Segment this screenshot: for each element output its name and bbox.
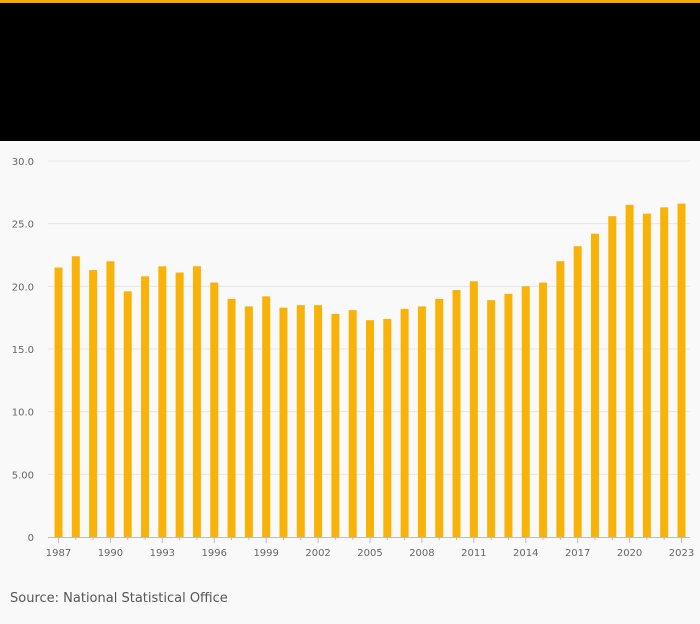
x-tick-label: 2002 — [305, 548, 330, 559]
x-tick-label: 2023 — [669, 548, 694, 559]
y-tick-label: 30.0 — [12, 157, 34, 168]
bar-1999 — [262, 296, 271, 537]
bar-1988 — [71, 256, 80, 537]
bar-2014 — [521, 286, 530, 537]
x-tick-label: 2005 — [357, 548, 382, 559]
bar-2001 — [296, 305, 305, 537]
x-tick-label: 2008 — [409, 548, 434, 559]
bar-2020 — [625, 204, 634, 537]
bar-2002 — [314, 305, 323, 537]
x-tick-label: 2017 — [565, 548, 590, 559]
source-note: Source: National Statistical Office — [10, 591, 228, 606]
y-tick-label: 5.00 — [12, 470, 34, 481]
header-band — [0, 3, 700, 141]
bar-2019 — [608, 216, 617, 537]
bar-1992 — [141, 276, 150, 537]
bar-1991 — [123, 291, 132, 537]
bar-2017 — [573, 246, 582, 537]
bar-2007 — [400, 308, 409, 537]
bar-2011 — [469, 281, 478, 537]
y-tick-label: 20.0 — [12, 282, 34, 293]
x-tick-label: 1990 — [98, 548, 123, 559]
bar-2009 — [435, 298, 444, 537]
bar-2003 — [331, 313, 340, 537]
x-tick-label: 2020 — [617, 548, 642, 559]
bar-1996 — [210, 282, 219, 537]
y-tick-label: 25.0 — [12, 220, 34, 231]
bar-2012 — [487, 300, 496, 537]
bar-1987 — [54, 267, 63, 537]
bar-2021 — [642, 213, 651, 537]
x-tick-label: 1987 — [46, 548, 71, 559]
bars — [54, 203, 686, 537]
bar-1995 — [192, 266, 201, 537]
bar-2023 — [677, 203, 686, 537]
x-tick-label: 2011 — [461, 548, 486, 559]
accent-top-bar — [0, 0, 700, 3]
bar-1994 — [175, 272, 184, 537]
x-tick-label: 1996 — [202, 548, 227, 559]
bar-2004 — [348, 310, 357, 537]
bar-2022 — [660, 207, 669, 537]
bar-2016 — [556, 261, 565, 537]
bar-1989 — [89, 270, 98, 537]
x-tick-label: 1993 — [150, 548, 175, 559]
bar-2005 — [366, 320, 374, 537]
x-tick-label: 2014 — [513, 548, 538, 559]
bar-2015 — [539, 282, 548, 537]
bar-2010 — [452, 290, 461, 537]
bar-2006 — [383, 318, 392, 537]
y-tick-label: 15.0 — [12, 345, 34, 356]
grid-lines — [48, 160, 690, 475]
bar-2008 — [417, 306, 426, 537]
bar-1990 — [106, 261, 115, 537]
bar-1993 — [158, 266, 167, 537]
bar-1997 — [227, 298, 236, 537]
y-axis-ticks: 0 5.00 10.0 15.0 20.0 25.0 30.0 — [12, 157, 34, 544]
bar-2013 — [504, 293, 513, 537]
bar-1998 — [244, 306, 253, 537]
x-tick-label: 1999 — [253, 548, 278, 559]
x-axis-ticks: 1987 1990 1993 1996 1999 2002 2005 2008 2011 2014… — [46, 537, 694, 559]
bar-2018 — [590, 233, 599, 537]
bar-2000 — [279, 307, 288, 537]
y-tick-label: 10.0 — [12, 408, 34, 419]
y-tick-label: 0 — [28, 533, 34, 544]
